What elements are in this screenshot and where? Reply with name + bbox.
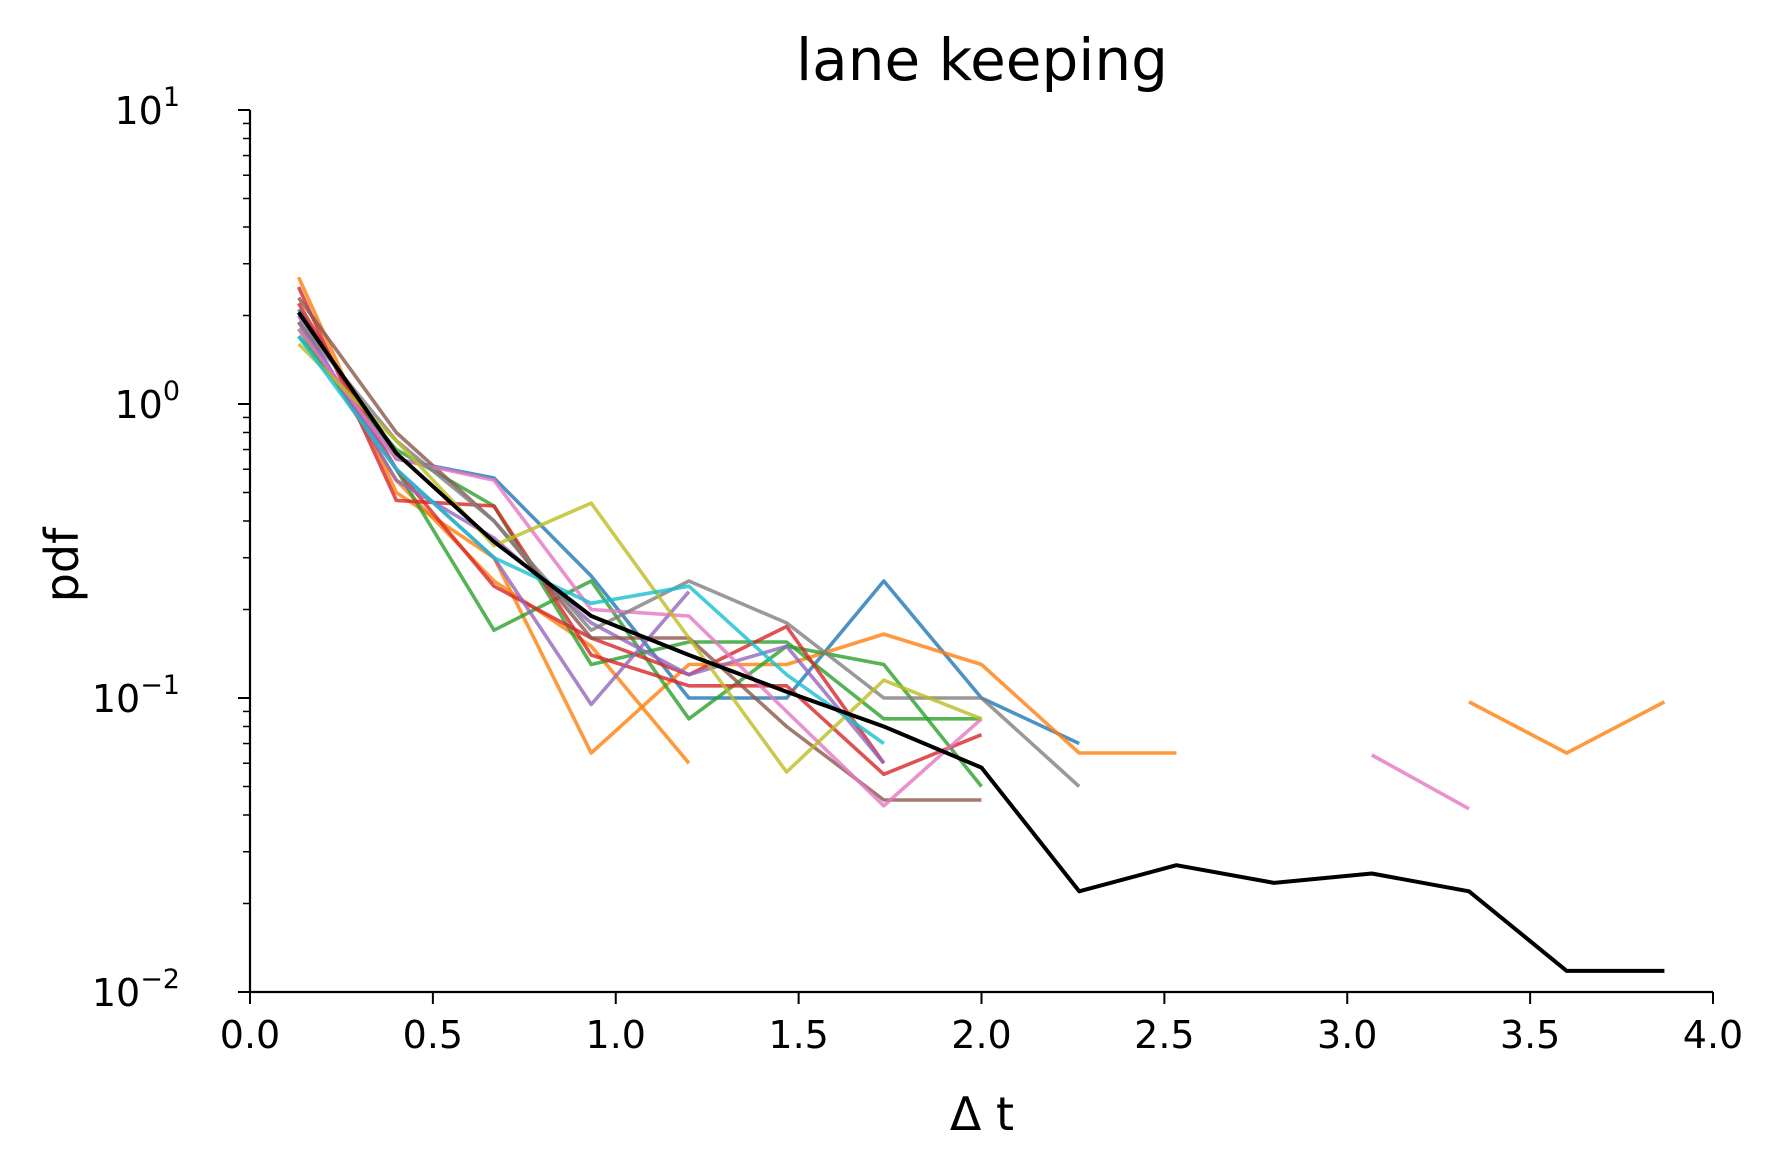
y-tick-label: 100 [114,376,180,427]
series-line-16 [296,311,1665,973]
series-layer [296,276,1666,973]
series-line-14 [297,342,983,774]
series-line-6 [296,286,983,777]
x-tick-label: 2.5 [1134,1013,1194,1057]
x-tick-label: 4.0 [1683,1013,1743,1057]
series-line-9 [297,314,886,765]
x-tick-label: 1.5 [768,1013,828,1057]
x-tick-label: 1.0 [586,1013,646,1057]
series-line-11 [297,327,983,808]
x-axis-label: Δ t [950,1087,1014,1141]
series-line-13 [297,320,1081,788]
x-tick-label: 2.0 [951,1013,1011,1057]
x-tick-label: 3.0 [1317,1013,1377,1057]
series-line-12 [1370,753,1470,811]
y-axis-label: pdf [35,526,89,602]
chart-title: lane keeping [796,26,1168,94]
x-tick-label: 0.5 [403,1013,463,1057]
x-tick-label: 0.0 [220,1013,280,1057]
series-line-15 [297,335,885,745]
series-line-3 [1468,700,1666,755]
axes: 0.0 0.5 1.0 1.5 2.0 2.5 3.0 3.5 4.010−210−110010… [92,82,1743,1057]
x-tick-label: 3.5 [1500,1013,1560,1057]
